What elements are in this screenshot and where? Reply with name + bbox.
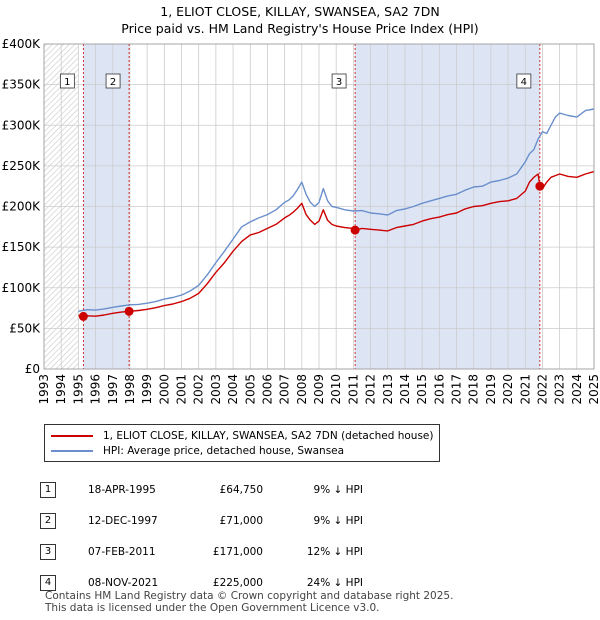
legend-item-property: 1, ELIOT CLOSE, KILLAY, SWANSEA, SA2 7DN… xyxy=(51,429,434,443)
transaction-hpi-diff: 24% ↓ HPI xyxy=(306,576,363,589)
x-tick-label: 2013 xyxy=(381,374,395,405)
transaction-hpi-diff: 9% ↓ HPI xyxy=(313,483,363,496)
x-tick-label: 2025 xyxy=(587,374,600,405)
sale-marker-label: 3 xyxy=(336,77,342,88)
transaction-date: 18-APR-1995 xyxy=(88,483,156,496)
sale-marker-label: 2 xyxy=(110,77,116,88)
transaction-date: 08-NOV-2021 xyxy=(88,576,159,589)
transactions-table: 1 18-APR-1995 £64,750 9% ↓ HPI 2 12-DEC-… xyxy=(40,474,363,598)
x-tick-label: 2011 xyxy=(346,374,360,405)
x-tick-label: 2003 xyxy=(209,374,223,405)
x-tick-label: 2022 xyxy=(535,374,549,405)
table-row: 4 08-NOV-2021 £225,000 24% ↓ HPI xyxy=(40,567,363,598)
sale-point xyxy=(124,306,134,316)
marker-badge: 3 xyxy=(40,543,56,560)
x-tick-label: 1996 xyxy=(89,374,103,405)
x-tick-label: 2002 xyxy=(192,374,206,405)
sale-point xyxy=(78,311,88,321)
x-tick-label: 1994 xyxy=(54,374,68,405)
transaction-price: £71,000 xyxy=(219,514,263,527)
price-chart: 1 2 3 4 £0 £50K £100K £150K £200K £250K £300K £350… xyxy=(2,37,600,405)
y-tick-label: £150K xyxy=(2,240,42,254)
table-row: 2 12-DEC-1997 £71,000 9% ↓ HPI xyxy=(40,505,363,536)
sale-marker-label: 4 xyxy=(521,77,527,88)
x-tick-label: 2024 xyxy=(570,374,584,405)
x-tick-label: 2023 xyxy=(553,374,567,405)
x-tick-label: 2015 xyxy=(415,374,429,405)
y-tick-label: £350K xyxy=(2,78,42,92)
x-tick-label: 2008 xyxy=(295,374,309,405)
table-row: 3 07-FEB-2011 £171,000 12% ↓ HPI xyxy=(40,536,363,567)
x-tick-label: 2012 xyxy=(364,374,378,405)
x-tick-label: 1999 xyxy=(140,374,154,405)
sale-marker-box xyxy=(331,73,347,89)
transaction-price: £225,000 xyxy=(212,576,263,589)
sale-marker-box xyxy=(59,73,75,89)
transaction-price: £171,000 xyxy=(212,545,263,558)
x-tick-label: 2019 xyxy=(484,374,498,405)
y-tick-label: £250K xyxy=(2,159,42,173)
x-tick-label: 2021 xyxy=(518,374,532,405)
transaction-hpi-diff: 12% ↓ HPI xyxy=(306,545,363,558)
x-tick-label: 2007 xyxy=(278,374,292,405)
x-tick-label: 2016 xyxy=(432,374,446,405)
legend-label-hpi: HPI: Average price, detached house, Swan… xyxy=(103,445,345,457)
x-tick-label: 1997 xyxy=(106,374,120,405)
marker-badge: 1 xyxy=(40,481,56,498)
sale-point xyxy=(535,181,545,191)
legend-label-property: 1, ELIOT CLOSE, KILLAY, SWANSEA, SA2 7DN… xyxy=(103,430,434,442)
transaction-date: 07-FEB-2011 xyxy=(88,545,156,558)
y-tick-label: £100K xyxy=(2,281,42,295)
sale-marker-label: 1 xyxy=(64,77,70,88)
footer-licence: This data is licensed under the Open Gov… xyxy=(45,602,380,614)
transaction-date: 12-DEC-1997 xyxy=(88,514,158,527)
y-tick-label: £50K xyxy=(9,321,41,335)
legend-item-hpi: HPI: Average price, detached house, Swan… xyxy=(51,444,344,458)
x-tick-label: 2001 xyxy=(175,374,189,405)
x-tick-label: 2017 xyxy=(450,374,464,405)
chart-subtitle: Price paid vs. HM Land Registry's House … xyxy=(121,21,479,36)
sale-marker-box xyxy=(516,73,532,89)
hpi-line xyxy=(78,108,595,312)
y-tick-label: £0 xyxy=(25,362,40,376)
transaction-price: £64,750 xyxy=(219,483,263,496)
marker-badge: 2 xyxy=(40,512,56,529)
x-tick-label: 1993 xyxy=(37,374,51,405)
x-tick-label: 1995 xyxy=(71,374,85,405)
plot-frame xyxy=(43,43,595,370)
footer-copyright: Contains HM Land Registry data © Crown c… xyxy=(45,590,454,602)
transaction-hpi-diff: 9% ↓ HPI xyxy=(313,514,363,527)
y-tick-label: £200K xyxy=(2,200,42,214)
y-tick-label: £400K xyxy=(2,37,42,51)
chart-title: 1, ELIOT CLOSE, KILLAY, SWANSEA, SA2 7DN xyxy=(160,4,440,19)
x-tick-label: 2000 xyxy=(157,374,171,405)
x-tick-label: 1998 xyxy=(123,374,137,405)
sale-marker-box xyxy=(105,73,121,89)
x-tick-label: 2005 xyxy=(243,374,257,405)
x-tick-label: 2020 xyxy=(501,374,515,405)
marker-badge: 4 xyxy=(40,574,56,591)
x-tick-label: 2006 xyxy=(260,374,274,405)
table-row: 1 18-APR-1995 £64,750 9% ↓ HPI xyxy=(40,474,363,505)
chart-legend: 1, ELIOT CLOSE, KILLAY, SWANSEA, SA2 7DN… xyxy=(44,424,440,462)
x-tick-label: 2014 xyxy=(398,374,412,405)
legend-swatch-hpi xyxy=(51,450,93,452)
legend-swatch-property xyxy=(51,435,93,437)
x-tick-label: 2004 xyxy=(226,374,240,405)
x-tick-label: 2010 xyxy=(329,374,343,405)
y-tick-label: £300K xyxy=(2,118,42,132)
sale-point xyxy=(350,225,360,235)
property-price-line xyxy=(78,170,595,318)
x-tick-label: 2018 xyxy=(467,374,481,405)
x-tick-label: 2009 xyxy=(312,374,326,405)
